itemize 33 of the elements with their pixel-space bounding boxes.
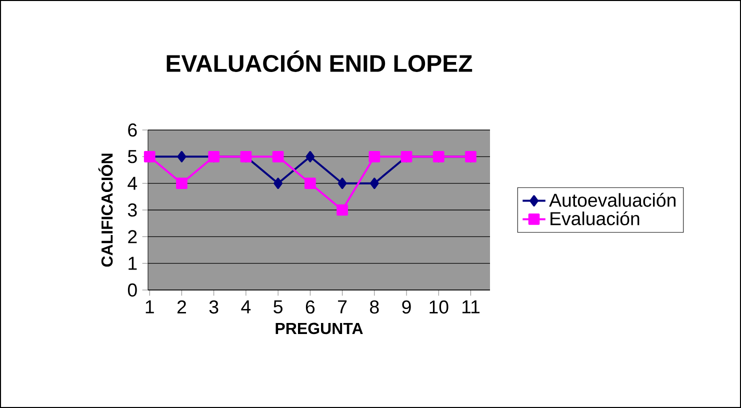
x-tick-label: 5 — [274, 300, 282, 314]
y-tick-label: 2 — [128, 230, 137, 244]
x-tick-label: 1 — [146, 300, 154, 314]
legend-label: Autoevaluación — [549, 192, 676, 207]
y-tick-label: 4 — [128, 176, 138, 190]
x-tick-label: 4 — [241, 300, 251, 314]
y-tick-label: 1 — [128, 256, 137, 270]
x-tick-label: 8 — [370, 300, 379, 314]
point — [304, 178, 316, 189]
x-tick-label: 2 — [177, 300, 186, 314]
x-axis-title: PREGUNTA — [276, 322, 363, 334]
x-tick-label: 9 — [402, 300, 411, 314]
y-tick-label: 5 — [128, 150, 137, 164]
y-axis-title: CALIFICACIÓN — [98, 154, 113, 267]
y-tick-label: 6 — [128, 123, 137, 137]
point — [176, 178, 188, 189]
x-tick-label: 11 — [462, 300, 480, 314]
point — [274, 178, 283, 189]
y-tick-label: 0 — [128, 283, 137, 297]
legend-label: Evaluación — [550, 211, 640, 226]
x-tick-label: 3 — [209, 300, 218, 314]
x-tick-label: 6 — [306, 300, 315, 314]
point — [177, 151, 186, 162]
point — [272, 151, 284, 162]
point — [306, 151, 315, 162]
x-tick-label: 10 — [430, 300, 448, 314]
chart-title: EVALUACIÓN ENID LOPEZ — [166, 50, 472, 72]
point — [368, 151, 380, 162]
point — [338, 178, 347, 189]
x-tick-label: 7 — [338, 300, 347, 314]
point — [370, 178, 379, 189]
point — [336, 204, 348, 216]
y-tick-label: 3 — [128, 203, 137, 217]
